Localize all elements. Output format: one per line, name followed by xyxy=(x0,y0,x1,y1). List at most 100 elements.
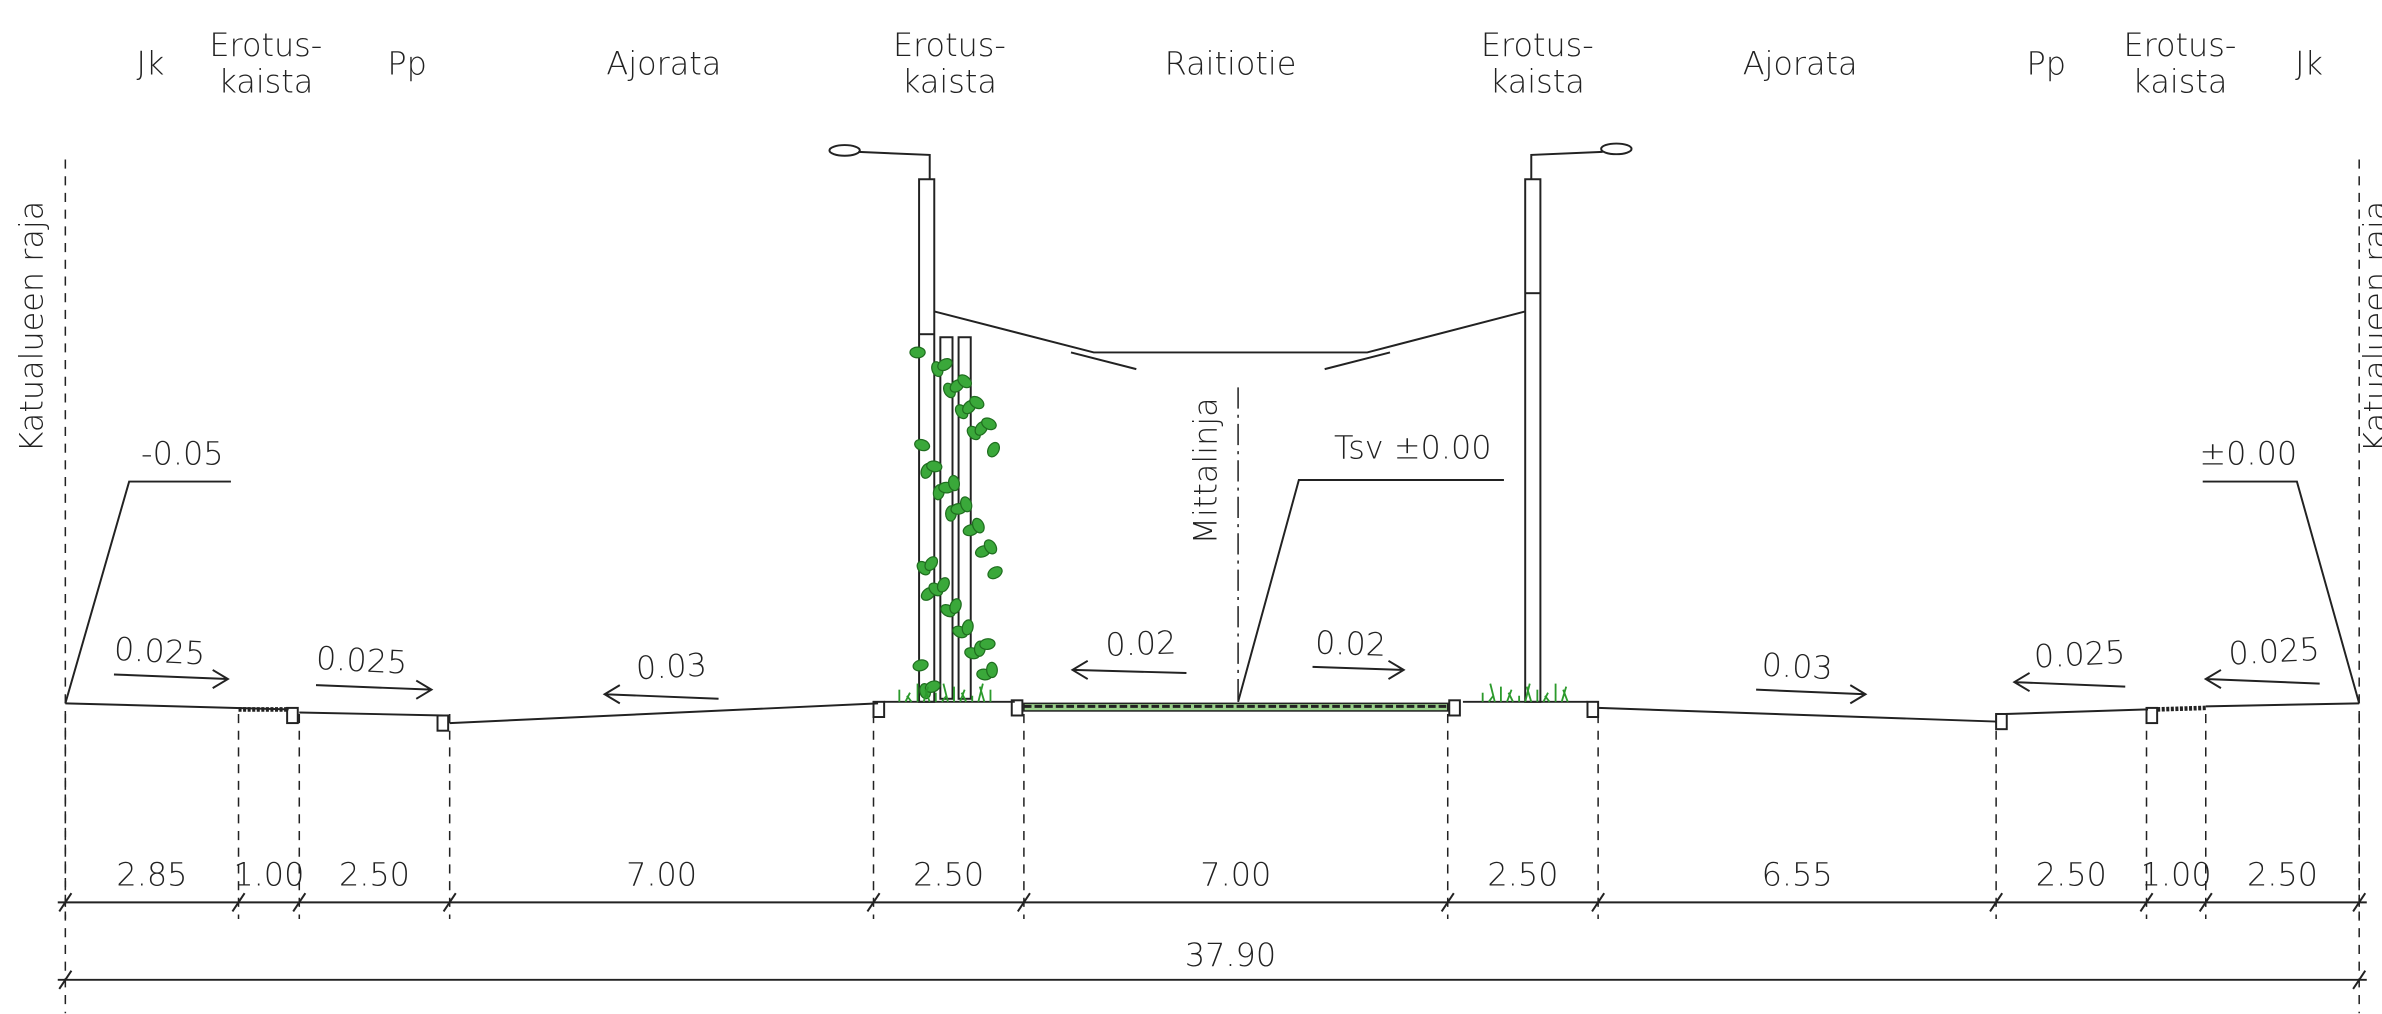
grass-blade xyxy=(978,686,986,703)
grass-blade xyxy=(977,683,984,703)
slope-label: 0.02 xyxy=(1105,623,1177,663)
leader xyxy=(64,480,231,704)
paving xyxy=(2157,705,2206,712)
grass-blade xyxy=(1562,689,1569,703)
leaf xyxy=(987,441,1001,458)
lamp-pole-left xyxy=(828,144,936,703)
dimension-label: 6.55 xyxy=(1762,856,1833,894)
slope-label: 0.025 xyxy=(113,630,206,673)
zone-label: Erotus- xyxy=(209,26,322,64)
leaf xyxy=(924,556,939,572)
zone-label: Pp xyxy=(387,44,426,82)
ground xyxy=(1598,706,1997,723)
grass-blade xyxy=(906,695,913,703)
zone-label: kaista xyxy=(218,63,313,101)
dimension-label: 1.00 xyxy=(233,856,304,894)
leaf xyxy=(969,395,985,410)
dimension-label: 7.00 xyxy=(1200,856,1271,894)
grass-blade xyxy=(1507,692,1514,703)
grass-blade xyxy=(960,692,967,703)
elevation-label: -0.05 xyxy=(141,435,224,473)
zone-label: kaista xyxy=(902,63,997,101)
slope-label: 0.025 xyxy=(2033,633,2126,676)
slope-arrow xyxy=(2012,672,2126,693)
ground xyxy=(449,702,879,725)
leaf xyxy=(912,659,929,672)
leaf xyxy=(914,438,931,452)
grass-blade xyxy=(1544,695,1551,703)
ground xyxy=(299,711,444,717)
slope-arrow xyxy=(315,679,434,700)
dimension-label: 2.50 xyxy=(339,856,410,894)
dimension-label: 2.50 xyxy=(1487,856,1558,894)
zone-label: Erotus- xyxy=(893,26,1006,64)
dimension-label: 1.00 xyxy=(2141,856,2212,894)
ground xyxy=(2005,708,2149,715)
slope-arrow xyxy=(2203,669,2320,689)
dimension-label: 2.50 xyxy=(2036,856,2107,894)
zone-label: Erotus- xyxy=(2123,26,2236,64)
slope-label: 0.03 xyxy=(635,646,708,688)
zone-label: Pp xyxy=(2027,44,2066,82)
leaf xyxy=(983,539,998,555)
grass-blade xyxy=(1524,683,1531,703)
leaf xyxy=(936,577,950,593)
slope-arrow xyxy=(1756,684,1868,705)
slope-arrow xyxy=(1312,659,1406,680)
slope-label: 0.025 xyxy=(315,639,408,682)
slope-arrow xyxy=(602,684,719,705)
slope-arrow xyxy=(1070,659,1187,680)
dimension-label: 2.50 xyxy=(2247,856,2318,894)
boundary-label: Katualueen raja xyxy=(2356,201,2382,453)
dimension-label: 2.50 xyxy=(913,856,984,894)
zone-label: Ajorata xyxy=(1743,44,1858,82)
leaf xyxy=(948,474,961,492)
leaf xyxy=(986,661,998,679)
grass-blade xyxy=(1489,683,1496,703)
leaf xyxy=(937,358,953,372)
leaf xyxy=(957,374,972,389)
dimension-tick xyxy=(58,970,73,990)
ground xyxy=(65,702,289,711)
leaf xyxy=(961,619,974,636)
zone-label: Jk xyxy=(136,44,164,82)
slope-label: 0.025 xyxy=(2227,630,2320,673)
zone-label: Erotus- xyxy=(1481,26,1594,64)
dimension-label: 7.00 xyxy=(626,856,697,894)
overhead-wire xyxy=(934,310,1526,371)
grass-blade xyxy=(942,683,949,703)
elevation-label: Tsv ±0.00 xyxy=(1334,429,1492,467)
dimension-label: 2.85 xyxy=(116,856,187,894)
lamp-pole-right xyxy=(1524,142,1633,703)
zone-label: Ajorata xyxy=(606,44,721,82)
tram-track xyxy=(1023,702,1449,712)
slope-label: 0.03 xyxy=(1761,646,1834,688)
elevation-label: ±0.00 xyxy=(2199,435,2297,473)
green-wall xyxy=(909,336,1003,700)
ground xyxy=(2205,702,2360,708)
leaf xyxy=(926,460,943,473)
leaf xyxy=(949,598,962,615)
leaf xyxy=(979,638,996,651)
leaf xyxy=(981,417,997,431)
grass-blade xyxy=(924,689,931,703)
grass xyxy=(898,683,1569,703)
total-dimension-label: 37.90 xyxy=(1185,936,1276,974)
slope-label: 0.02 xyxy=(1314,623,1386,663)
leaf xyxy=(987,566,1003,580)
leaf xyxy=(971,517,985,534)
zone-label: kaista xyxy=(2132,63,2227,101)
grass-blade xyxy=(941,695,948,703)
zone-label: Jk xyxy=(2295,44,2323,82)
zone-label: kaista xyxy=(1490,63,1585,101)
dimension-tick xyxy=(2352,970,2367,990)
leader xyxy=(2202,480,2361,704)
grass-blade xyxy=(1525,686,1533,703)
grass-blade xyxy=(1488,695,1495,703)
zone-label: Raitiotie xyxy=(1165,44,1297,82)
leaf xyxy=(909,346,926,359)
boundary-label: Katualueen raja xyxy=(12,201,50,453)
leader xyxy=(1237,479,1504,703)
